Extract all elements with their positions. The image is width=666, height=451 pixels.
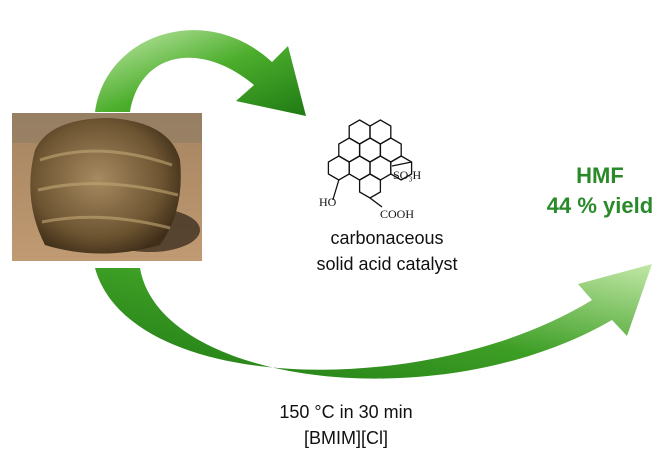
product-name: HMF [576, 163, 624, 188]
carboxyl-group: COOH [380, 207, 414, 221]
catalyst-label: carbonaceous [330, 228, 443, 248]
bond [370, 198, 382, 207]
lower-arrow [95, 264, 652, 379]
catalyst-structure [328, 120, 411, 207]
ring [328, 156, 349, 180]
reaction-solvent: [BMIM][Cl] [304, 428, 388, 448]
sulfonic-group: SO₃H [393, 168, 422, 182]
product-yield: 44 % yield [547, 193, 653, 218]
graphical-abstract: SO₃H HO COOH carbonaceous solid acid cat… [0, 0, 666, 451]
bond [392, 162, 412, 166]
reaction-conditions: 150 °C in 30 min [279, 402, 412, 422]
ring [360, 174, 381, 198]
hydroxyl-group: HO [319, 195, 337, 209]
hay-bale-photo [12, 113, 202, 261]
catalyst-label: solid acid catalyst [316, 254, 457, 274]
upper-arrow [95, 30, 306, 116]
